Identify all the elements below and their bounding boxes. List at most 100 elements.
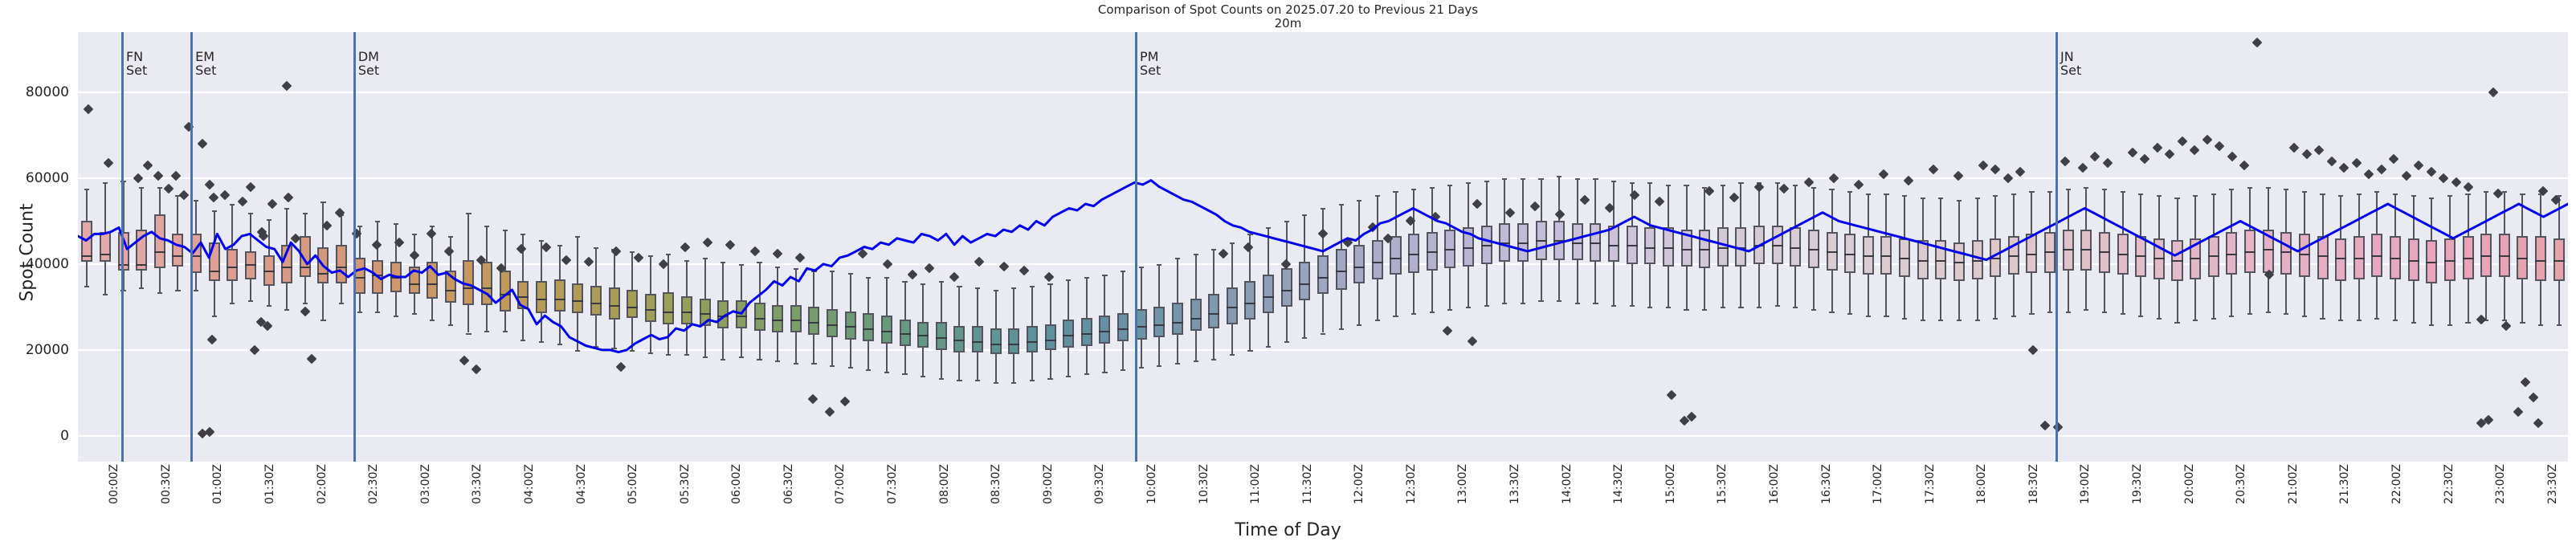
box[interactable]: [863, 313, 875, 342]
box[interactable]: [1099, 316, 1111, 344]
box[interactable]: [590, 285, 602, 316]
box[interactable]: [827, 309, 839, 337]
box[interactable]: [463, 259, 475, 305]
box[interactable]: [880, 316, 892, 344]
box[interactable]: [1844, 234, 1856, 273]
box[interactable]: [1044, 324, 1056, 350]
box[interactable]: [1008, 328, 1020, 355]
box[interactable]: [808, 307, 820, 336]
box[interactable]: [935, 322, 947, 350]
whisker-cap: [1047, 283, 1053, 285]
median-line: [2262, 249, 2274, 251]
box[interactable]: [1935, 240, 1947, 279]
whisker-cap: [2138, 316, 2144, 318]
box[interactable]: [663, 291, 675, 324]
box[interactable]: [681, 296, 693, 324]
box[interactable]: [1517, 223, 1529, 263]
box[interactable]: [1535, 221, 1547, 260]
box[interactable]: [572, 283, 584, 314]
box[interactable]: [1499, 223, 1511, 263]
box[interactable]: [790, 304, 802, 333]
box[interactable]: [644, 294, 656, 323]
whisker-cap: [1520, 177, 1525, 180]
box[interactable]: [1263, 275, 1275, 314]
box[interactable]: [1317, 255, 1329, 295]
box[interactable]: [1426, 231, 1438, 271]
box[interactable]: [772, 304, 784, 333]
box[interactable]: [1444, 230, 1456, 269]
box[interactable]: [1353, 244, 1366, 283]
box[interactable]: [1226, 287, 1238, 324]
box[interactable]: [1190, 298, 1202, 331]
median-line: [2044, 250, 2056, 253]
box[interactable]: [153, 214, 165, 269]
box[interactable]: [1026, 326, 1038, 352]
median-line: [2371, 255, 2383, 258]
box[interactable]: [172, 234, 184, 267]
box[interactable]: [517, 281, 529, 310]
whisker-cap: [1629, 304, 1635, 307]
median-line: [1590, 242, 1602, 245]
box[interactable]: [1680, 230, 1692, 267]
box[interactable]: [1063, 320, 1075, 348]
median-line: [1735, 246, 1747, 249]
whisker-cap: [2156, 195, 2162, 198]
box[interactable]: [1371, 240, 1383, 279]
whisker-cap: [320, 320, 326, 322]
whisker-cap: [557, 244, 562, 246]
box[interactable]: [1171, 303, 1183, 336]
whisker-cap: [921, 283, 926, 285]
box[interactable]: [535, 281, 547, 314]
box[interactable]: [1117, 313, 1129, 342]
median-line: [1426, 250, 1438, 253]
box[interactable]: [2335, 238, 2347, 282]
box[interactable]: [627, 290, 639, 318]
whisker-cap: [666, 253, 672, 255]
box[interactable]: [899, 320, 911, 346]
whisker-cap: [2047, 190, 2053, 193]
box[interactable]: [1390, 236, 1402, 275]
whisker-cap: [2501, 320, 2507, 322]
box[interactable]: [1826, 231, 1838, 271]
box[interactable]: [1080, 317, 1092, 346]
box[interactable]: [1807, 230, 1819, 269]
box[interactable]: [81, 221, 93, 263]
box[interactable]: [1244, 281, 1256, 320]
box[interactable]: [1280, 268, 1292, 308]
box[interactable]: [1299, 262, 1311, 301]
box[interactable]: [2535, 236, 2547, 282]
whisker-cap: [1829, 311, 1835, 313]
box[interactable]: [227, 249, 239, 282]
box[interactable]: [972, 326, 984, 352]
box[interactable]: [608, 287, 620, 320]
box[interactable]: [281, 244, 293, 283]
median-line: [1862, 255, 1874, 258]
box[interactable]: [753, 303, 765, 331]
box[interactable]: [1917, 240, 1929, 279]
box[interactable]: [481, 262, 493, 305]
median-line: [1480, 244, 1492, 246]
box[interactable]: [1790, 227, 1802, 267]
median-line: [790, 320, 802, 322]
box[interactable]: [1644, 227, 1656, 264]
box[interactable]: [1463, 227, 1475, 267]
box[interactable]: [553, 279, 565, 312]
box[interactable]: [990, 328, 1002, 355]
box[interactable]: [1662, 227, 1674, 267]
box[interactable]: [1571, 223, 1583, 260]
x-axis-tick-label: 06:30Z: [782, 464, 795, 504]
chart-subtitle: 20m: [1274, 16, 1302, 31]
box[interactable]: [844, 311, 856, 340]
median-line: [1171, 322, 1183, 324]
box[interactable]: [1408, 234, 1420, 273]
box[interactable]: [1335, 249, 1347, 290]
box[interactable]: [1208, 294, 1220, 329]
median-line: [244, 263, 256, 266]
whisker-cap: [630, 250, 635, 253]
box[interactable]: [1717, 227, 1729, 267]
box[interactable]: [263, 255, 275, 286]
median-line: [572, 300, 584, 303]
box[interactable]: [1153, 307, 1166, 337]
box[interactable]: [2298, 234, 2310, 277]
